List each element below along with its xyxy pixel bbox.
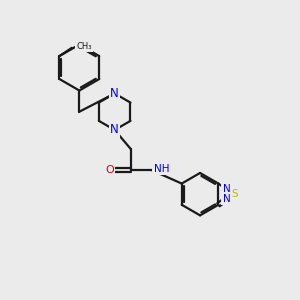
Text: S: S xyxy=(231,189,238,199)
Text: N: N xyxy=(223,194,230,204)
Text: N: N xyxy=(223,184,230,194)
Text: O: O xyxy=(105,165,114,175)
Text: CH₃: CH₃ xyxy=(76,42,92,51)
Text: N: N xyxy=(110,124,119,136)
Text: NH: NH xyxy=(154,164,169,174)
Text: N: N xyxy=(110,87,119,100)
